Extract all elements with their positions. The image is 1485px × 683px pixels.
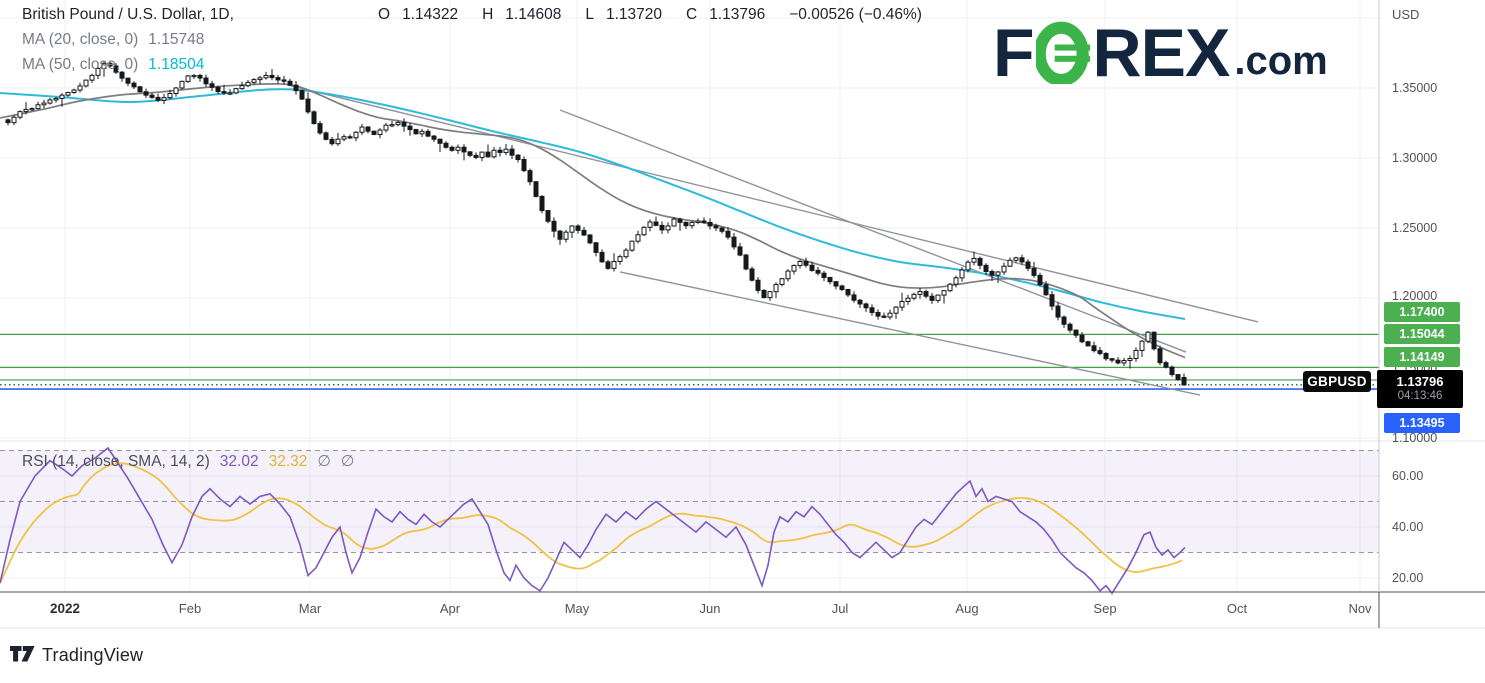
rsi-value: 32.02 [219,453,259,470]
symbol-legend[interactable]: British Pound / U.S. Dollar, 1D, [22,6,234,24]
ohlc-close: C 1.13796 [685,6,766,23]
time-axis-label: Oct [1226,601,1248,616]
time-axis-label: Mar [298,601,322,616]
ma50-legend[interactable]: MA (50, close, 0) 1.18504 [22,56,204,74]
ma50-line [0,88,1186,320]
level-price-badge: 1.15044 [1384,324,1460,344]
time-axis-label: 2022 [49,601,81,616]
time-axis-label: Jul [831,601,849,616]
price-axis[interactable]: USD 1.35000 1.30000 1.25000 1.20000 1.15000 1… [1377,0,1485,628]
time-axis-label: Jun [699,601,721,616]
rsi-legend[interactable]: RSI (14, close, SMA, 14, 2) 32.02 32.32 ∅ ∅ [22,452,354,471]
time-axis-label: Feb [178,601,202,616]
time-axis-label: Apr [439,601,461,616]
ohlc-low: L 1.13720 [585,6,662,23]
price-axis-label: 1.35000 [1392,81,1438,95]
price-axis-label: 40.00 [1392,520,1424,534]
price-axis-label: 1.30000 [1392,151,1438,165]
price-axis-label: 60.00 [1392,469,1424,483]
last-price-value: 1.13796 [1396,374,1444,389]
forex-watermark-logo: F REX .com [993,15,1328,91]
ma20-line [0,83,1186,359]
price-axis-label: 20.00 [1392,571,1424,585]
ma20-value: 1.15748 [148,31,205,48]
last-price-badge: 1.13796 04:13:46 [1377,370,1463,408]
symbol-price-label: GBPUSD [1303,371,1371,392]
tradingview-logo[interactable]: TradingView [10,645,143,666]
ohlc-change: −0.00526 (−0.46%) [789,6,922,23]
rsi-label: RSI (14, close, SMA, 14, 2) [22,453,210,470]
tradingview-icon [10,646,35,662]
price-axis-label: 1.10000 [1392,431,1438,445]
rsi-empty-icon: ∅ [340,453,355,470]
time-axis-label: Aug [955,601,979,616]
time-axis-label: Nov [1348,601,1372,616]
ma50-label: MA (50, close, 0) [22,56,139,73]
alert-price-badge: 1.13495 [1384,413,1460,433]
rsi-empty-icon: ∅ [317,453,331,470]
rsi-sma-value: 32.32 [268,453,308,470]
time-axis-label: May [564,601,590,616]
axis-currency-label: USD [1392,7,1420,22]
ohlc-open: O 1.14322 [378,6,459,23]
tradingview-text: TradingView [42,645,144,665]
trendline [559,109,1187,353]
symbol-title: British Pound / U.S. Dollar, 1D, [22,6,234,23]
time-axis-label: Sep [1093,601,1117,616]
candlestick-series [5,60,1187,386]
level-price-badge: 1.14149 [1384,347,1460,367]
ma50-value: 1.18504 [148,56,205,73]
rsi-sma-line [0,462,1183,584]
forex-logo-suffix: .com [1234,39,1328,83]
time-axis[interactable]: 2022 Feb Mar Apr May Jun Jul Aug Sep Oct Nov [0,592,1380,628]
ma20-label: MA (20, close, 0) [22,31,139,48]
bar-countdown: 04:13:46 [1397,390,1443,402]
rsi-line [0,446,1186,595]
price-axis-label: 1.25000 [1392,221,1438,235]
forex-logo-text: REX [1092,15,1231,91]
trendline [287,84,1259,323]
trendline [619,271,1201,396]
level-price-badge: 1.17400 [1384,302,1460,322]
price-axis-label: 1.20000 [1392,289,1438,303]
forex-logo-text: F [993,15,1035,91]
ma20-legend[interactable]: MA (20, close, 0) 1.15748 [22,31,204,49]
ohlc-readout: O 1.14322 H 1.14608 L 1.13720 C 1.13796 −0.00526… [378,6,934,24]
forex-o-icon [1035,21,1090,84]
ohlc-high: H 1.14608 [482,6,562,23]
